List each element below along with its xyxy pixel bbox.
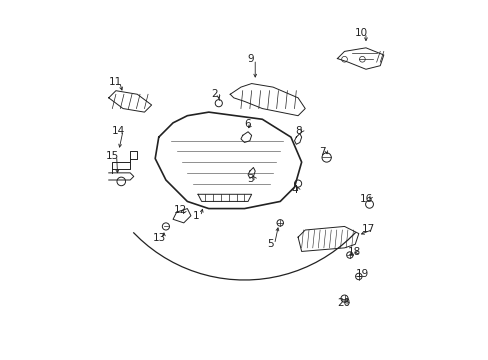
Text: 12: 12 (174, 205, 187, 215)
Text: 18: 18 (347, 247, 361, 257)
Text: 9: 9 (247, 54, 254, 64)
Text: 15: 15 (105, 151, 119, 161)
Text: 20: 20 (337, 298, 350, 308)
Text: 19: 19 (355, 269, 368, 279)
Text: 14: 14 (112, 126, 125, 136)
Text: 8: 8 (294, 126, 301, 136)
Text: 16: 16 (359, 194, 372, 203)
Text: 3: 3 (247, 174, 254, 184)
Text: 1: 1 (193, 211, 199, 221)
Text: 11: 11 (108, 77, 122, 87)
Text: 7: 7 (318, 147, 325, 157)
Text: 17: 17 (362, 224, 375, 234)
Text: 5: 5 (266, 239, 273, 249)
Text: 2: 2 (210, 89, 217, 99)
Text: 6: 6 (244, 118, 250, 129)
Text: 4: 4 (290, 185, 297, 195)
Text: 13: 13 (153, 233, 166, 243)
Text: 10: 10 (354, 28, 367, 38)
